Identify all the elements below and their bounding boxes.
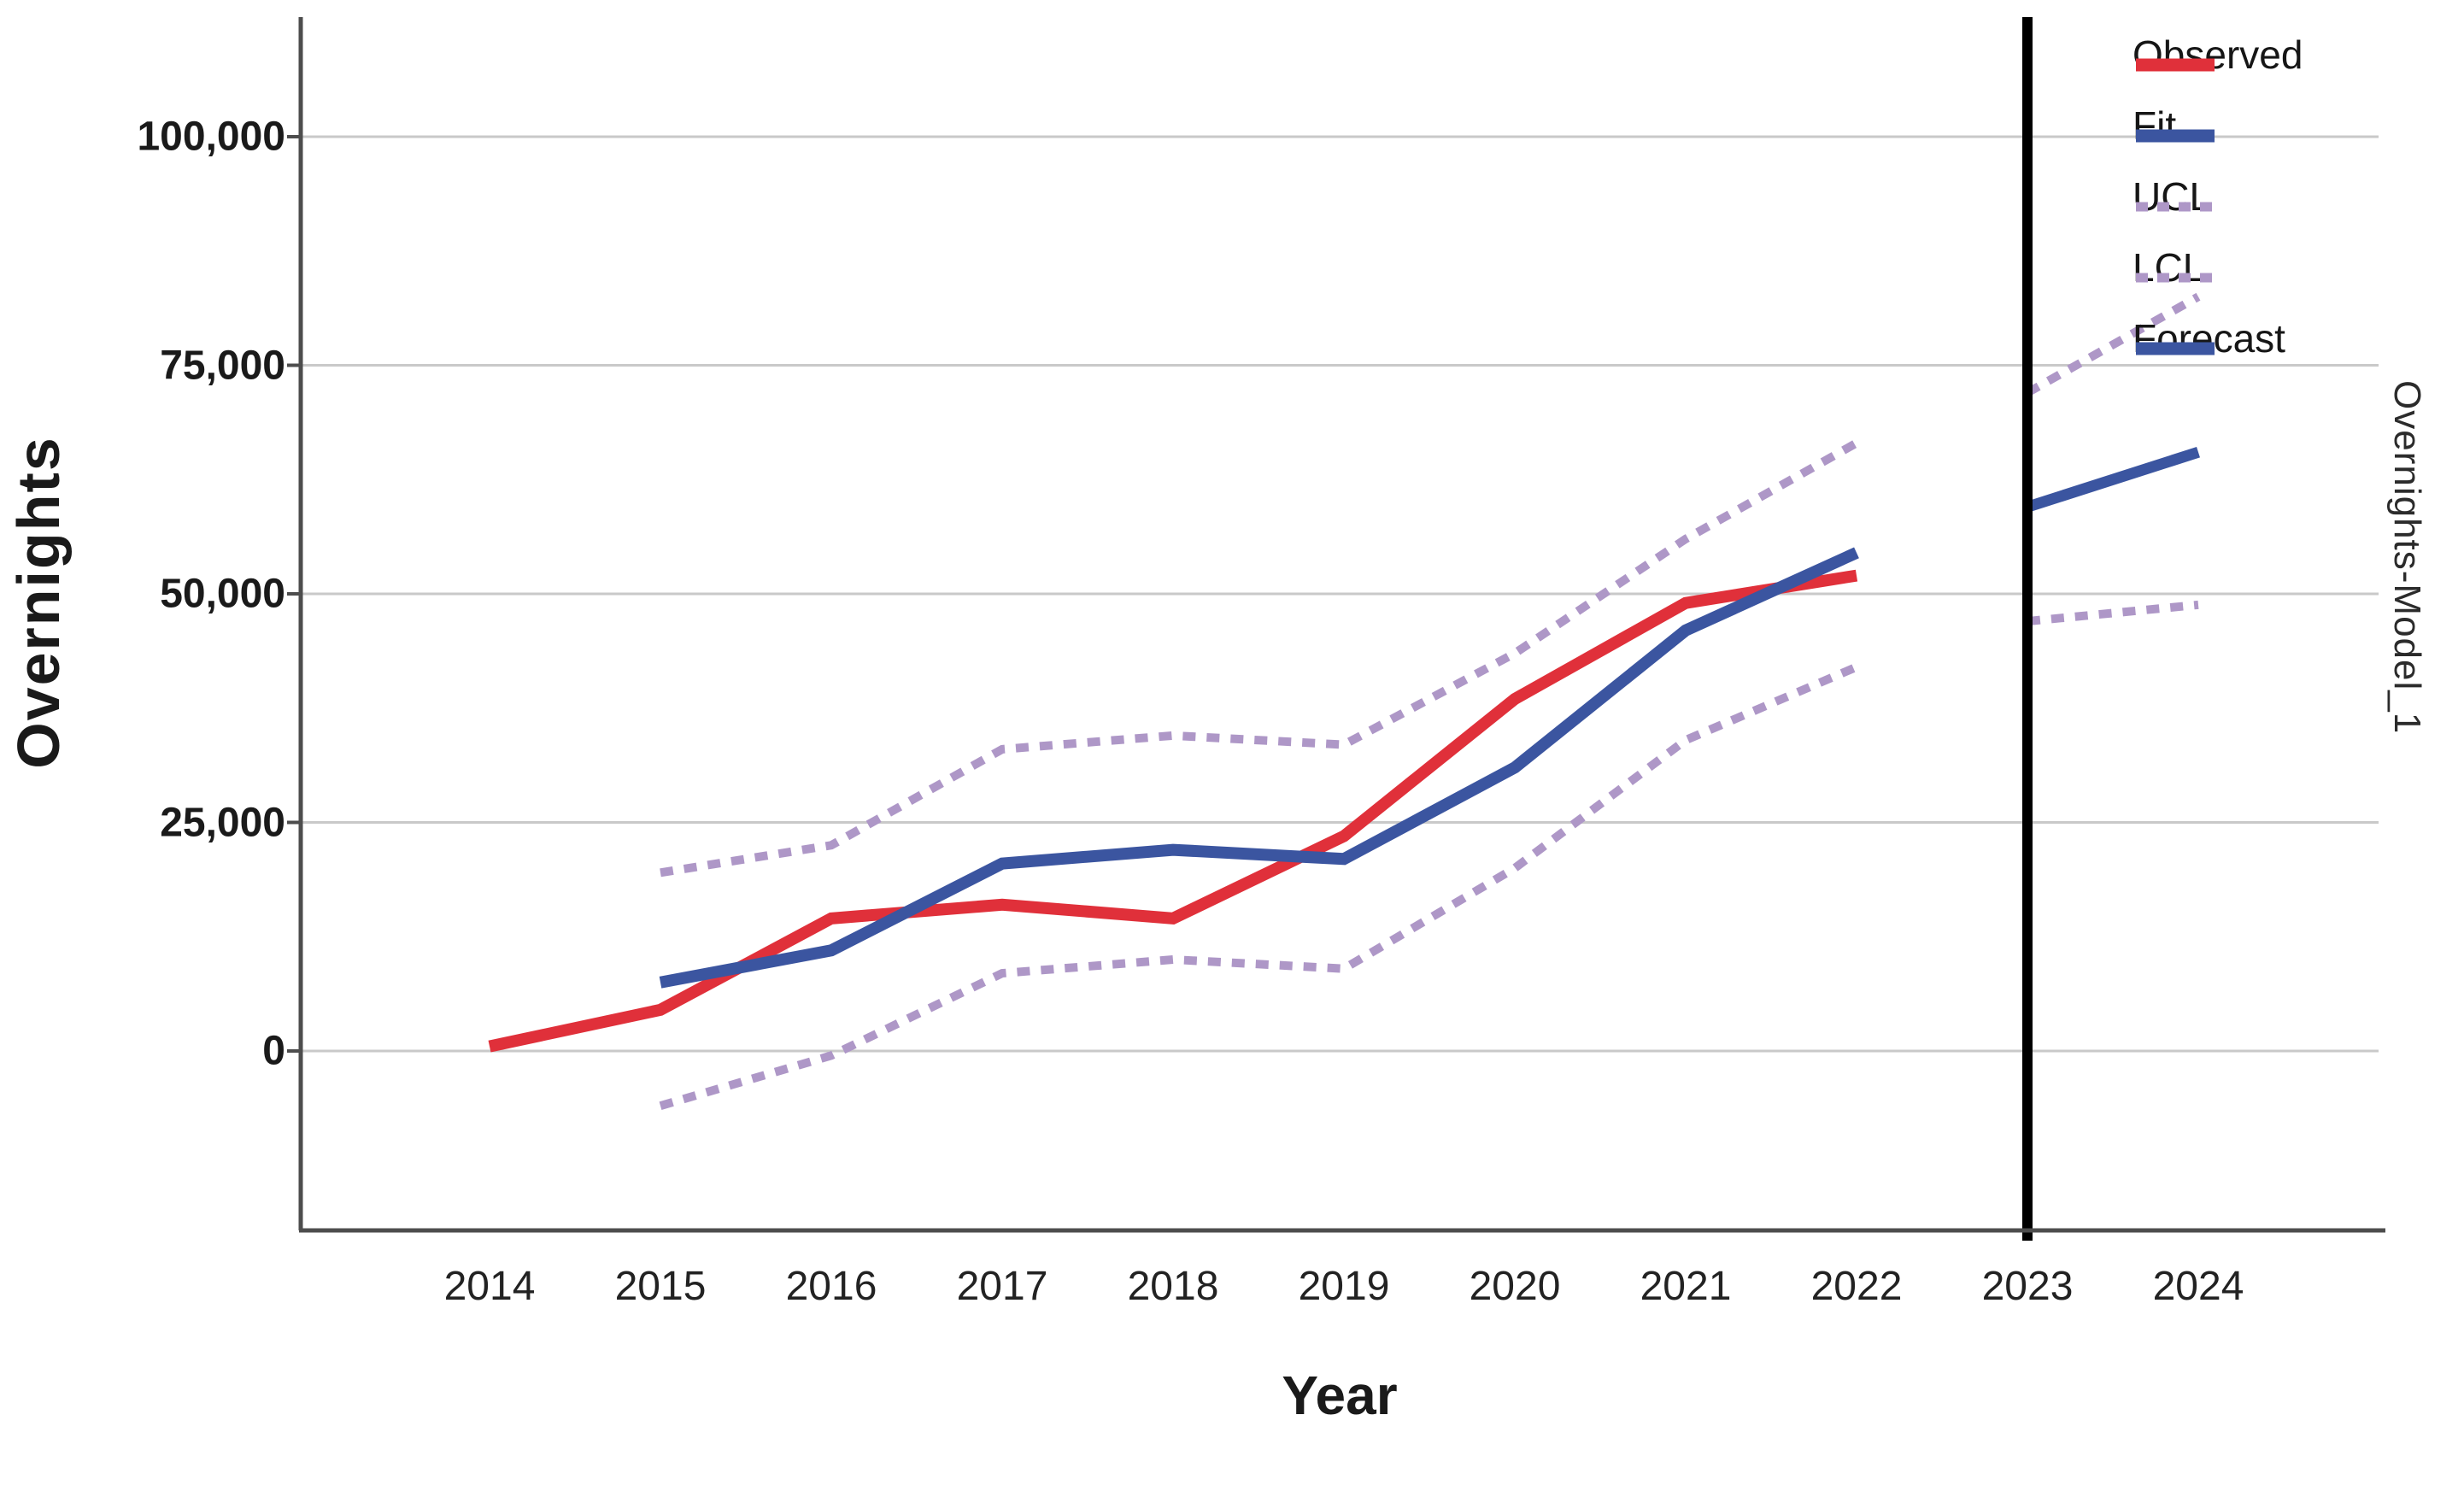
x-tick-label: 2023	[1981, 1264, 2074, 1309]
line-swatch-icon	[2136, 58, 2215, 72]
x-tick-label: 2021	[1640, 1264, 1732, 1309]
dashed-line-swatch-icon	[2136, 273, 2215, 283]
series-line-observed	[488, 569, 1858, 1053]
dashed-line-swatch-icon	[2136, 202, 2215, 212]
series-line-ucl	[2025, 292, 2201, 396]
x-tick-label: 2020	[1469, 1264, 1561, 1309]
y-tick-label: 0	[262, 1028, 285, 1074]
line-swatch-icon	[2136, 342, 2215, 355]
x-tick-label: 2016	[785, 1264, 877, 1309]
y-tick-label: 25,000	[160, 800, 285, 845]
y-tick-label: 50,000	[160, 571, 285, 617]
series-line-fit	[659, 547, 1859, 989]
x-axis-title: Year	[1282, 1365, 1398, 1426]
series-line-lcl	[659, 663, 1858, 1110]
x-tick-label: 2015	[614, 1264, 707, 1309]
x-tick-label: 2022	[1810, 1264, 1903, 1309]
model-name-label: Overnights-Model_1	[2386, 380, 2428, 735]
x-tick-label: 2019	[1298, 1264, 1390, 1309]
y-tick-label: 100,000	[137, 114, 285, 160]
x-tick-label: 2024	[2152, 1264, 2244, 1309]
y-axis-title: Overnights	[5, 436, 72, 769]
series-line-forecast	[2026, 446, 2200, 513]
y-tick-label: 75,000	[160, 343, 285, 388]
series-line-ucl	[660, 439, 1859, 878]
series-line-lcl	[2027, 600, 2199, 626]
x-tick-label: 2014	[443, 1264, 536, 1309]
line-swatch-icon	[2136, 129, 2215, 143]
x-tick-label: 2018	[1127, 1264, 1219, 1309]
x-tick-label: 2017	[956, 1264, 1048, 1309]
